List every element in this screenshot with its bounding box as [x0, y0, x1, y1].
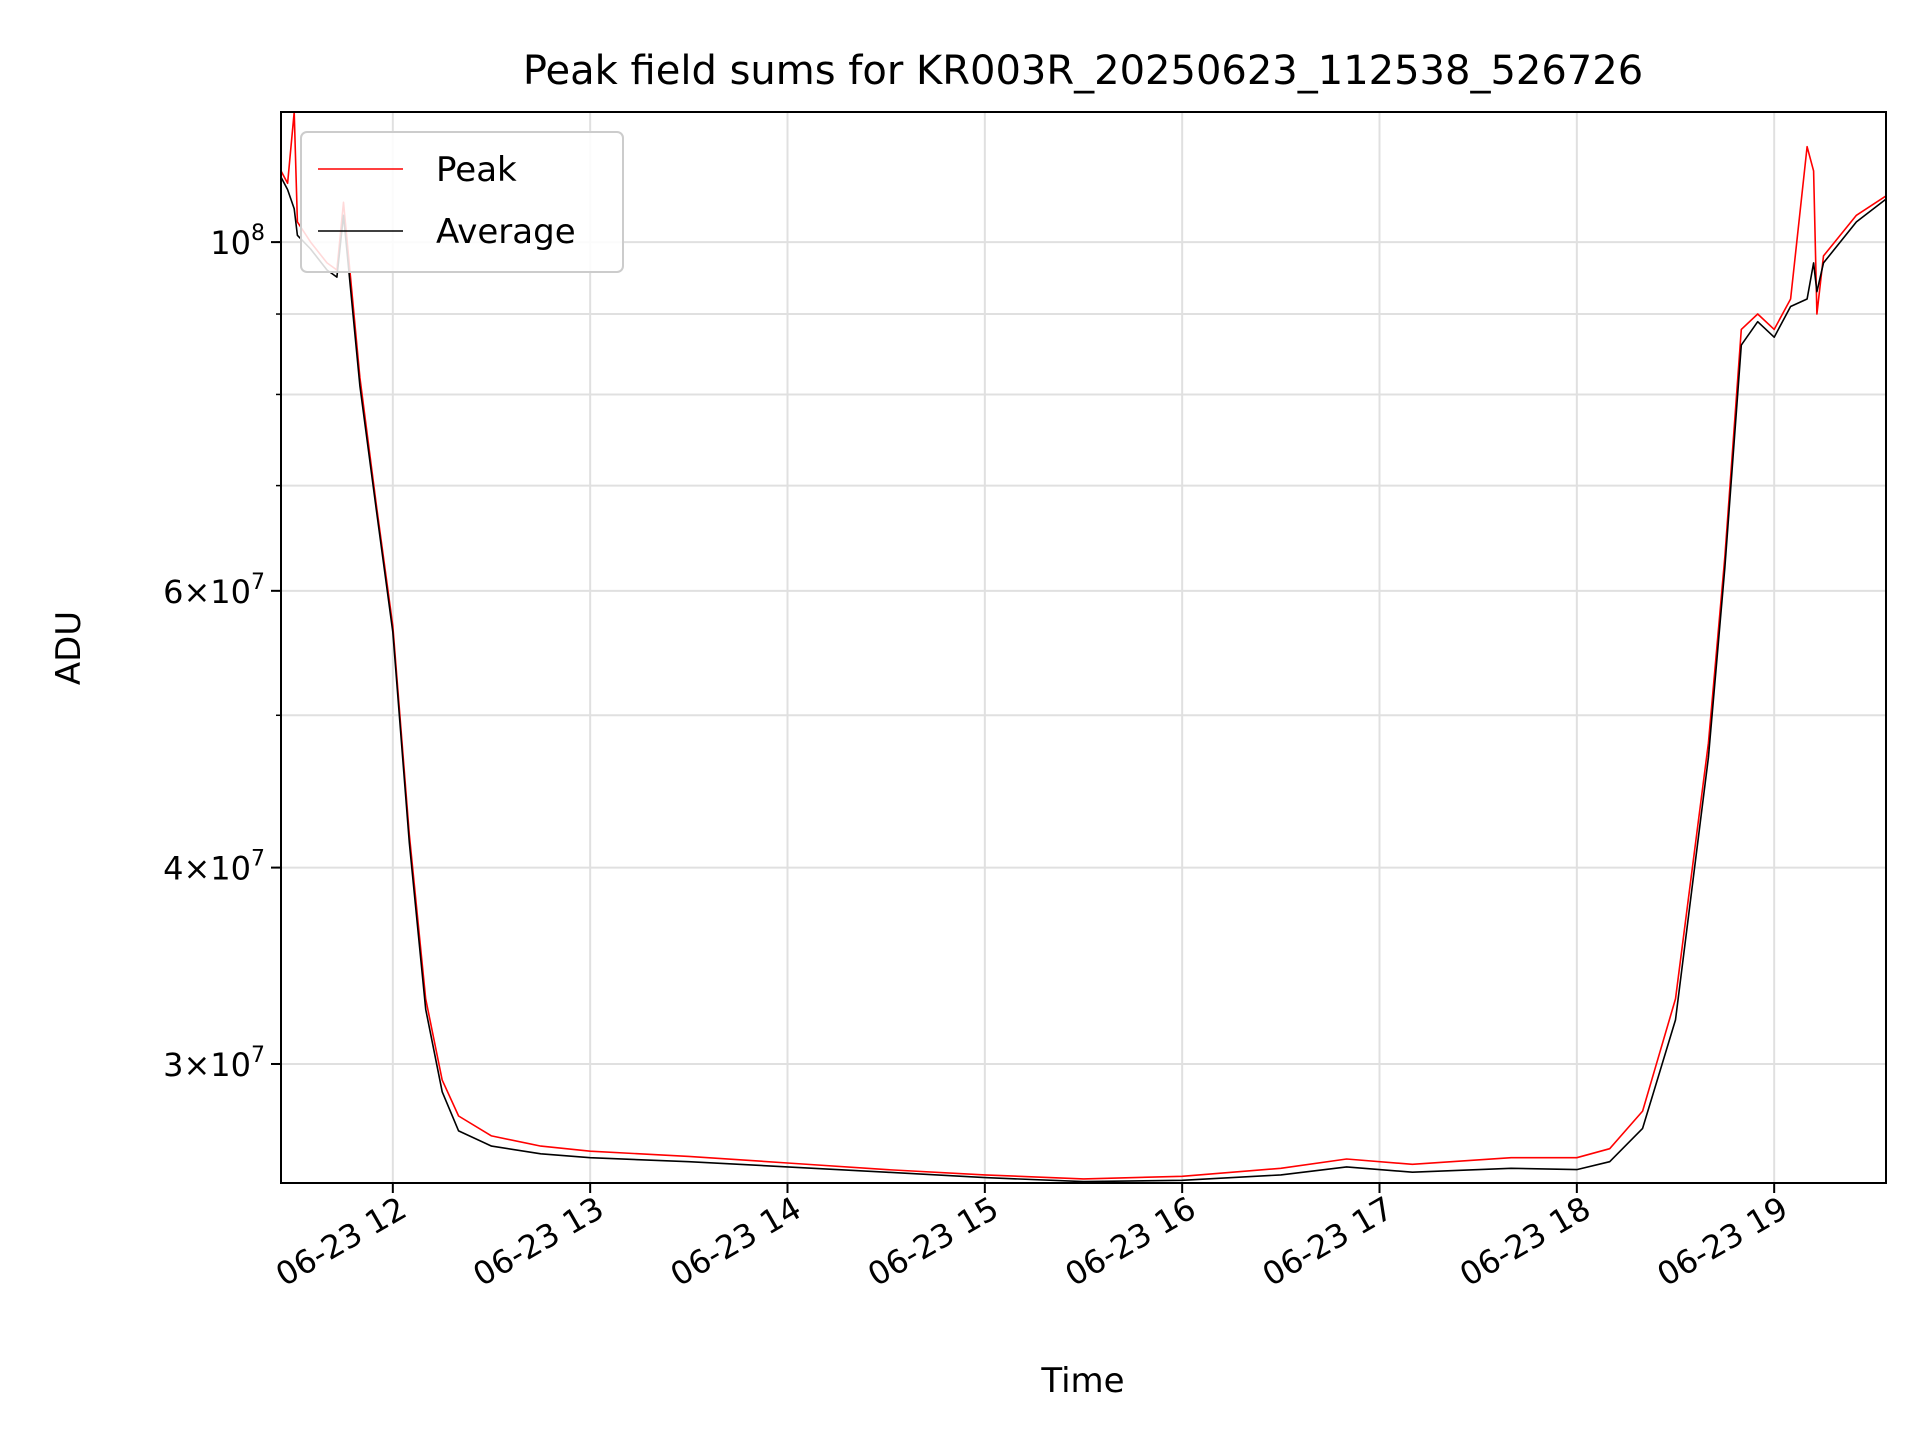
x-tick-label: 06-23 19 [1651, 1189, 1795, 1294]
x-tick-label: 06-23 18 [1453, 1189, 1597, 1294]
x-tick-label: 06-23 17 [1256, 1189, 1400, 1294]
legend-label-average: Average [436, 212, 576, 252]
x-tick-label: 06-23 13 [467, 1189, 611, 1294]
chart-title: Peak field sums for KR003R_20250623_1125… [523, 48, 1643, 94]
y-tick-label: 6×107 [163, 570, 265, 611]
x-axis: 06-23 12 06-23 13 06-23 14 06-23 15 06-23 16… [269, 1183, 1794, 1294]
x-tick-label: 06-23 15 [861, 1189, 1005, 1294]
plot-frame [280, 111, 1887, 1184]
legend-label-peak: Peak [436, 150, 517, 190]
x-axis-label: Time [1040, 1361, 1124, 1401]
y-tick-label: 108 [210, 221, 265, 262]
y-tick-label: 3×107 [163, 1043, 265, 1084]
series-line-average [281, 176, 1886, 1183]
x-tick-label: 06-23 16 [1059, 1189, 1203, 1294]
x-tick-label: 06-23 14 [664, 1189, 808, 1294]
y-tick-label: 4×107 [163, 847, 265, 888]
y-axis-label: ADU [49, 611, 89, 685]
y-axis: 108 6×107 4×107 3×107 [163, 221, 281, 1084]
legend-box [300, 131, 624, 273]
legend: Peak Average [300, 131, 624, 273]
grid [281, 112, 1886, 1183]
x-tick-label: 06-23 12 [269, 1189, 413, 1294]
